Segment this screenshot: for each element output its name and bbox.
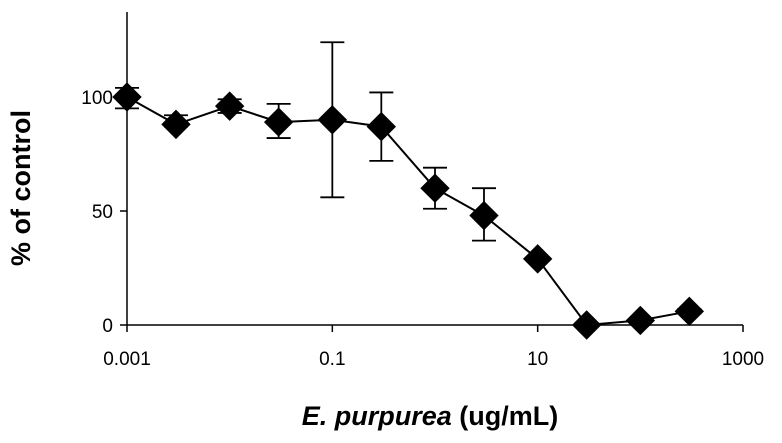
x-tick-label: 1000 — [722, 349, 764, 370]
data-point — [674, 296, 705, 327]
x-axis-title-species: E. purpurea — [302, 401, 452, 431]
y-axis-title: % of control — [6, 110, 36, 266]
data-point — [317, 105, 348, 135]
y-tick-label: 100 — [81, 88, 113, 109]
y-tick-label: 50 — [92, 202, 113, 223]
data-point — [161, 109, 191, 140]
x-axis-title: E. purpurea (ug/mL) — [302, 401, 559, 431]
x-tick-label: 10 — [527, 349, 548, 370]
series-group — [112, 41, 705, 340]
data-point — [625, 305, 656, 336]
data-point — [420, 173, 450, 203]
x-tick-label: 0.1 — [319, 349, 345, 370]
series-line — [126, 96, 690, 327]
data-point — [469, 200, 499, 231]
data-point — [263, 107, 294, 137]
x-axis-title-units: (ug/mL) — [452, 401, 558, 431]
x-tick-label: 0.001 — [103, 349, 151, 370]
data-point — [522, 244, 553, 274]
data-point — [571, 310, 602, 340]
data-point — [366, 111, 397, 142]
data-point — [214, 91, 245, 121]
axis-labels: % of control E. purpurea (ug/mL) — [6, 110, 558, 431]
data-point — [112, 82, 142, 112]
y-tick-label: 0 — [102, 316, 113, 337]
axes: 0 50 100 0.001 0.1 10 1000 — [81, 12, 764, 370]
